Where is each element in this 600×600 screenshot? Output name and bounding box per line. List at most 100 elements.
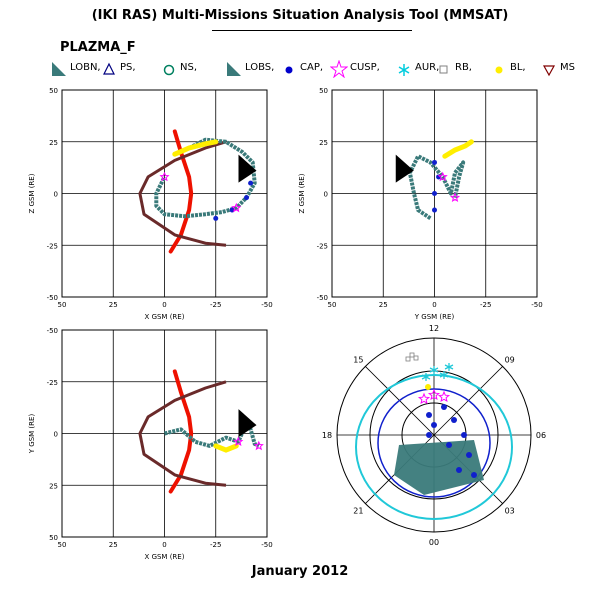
panel-mlt-polar: 12 15 18 21 00 03 06 09 bbox=[322, 324, 546, 547]
orbit-lobe-track bbox=[164, 421, 260, 448]
y-axis-label: Z GSM (RE) bbox=[298, 173, 306, 213]
bl-point bbox=[425, 384, 431, 390]
lobe-marker bbox=[238, 409, 257, 438]
aur-point bbox=[429, 366, 439, 374]
x-tick-label: -25 bbox=[210, 301, 221, 309]
orbit-boundary-layer-track bbox=[172, 139, 219, 157]
cap-point bbox=[471, 472, 477, 478]
cap-point bbox=[456, 467, 462, 473]
spacecraft-name: PLAZMA_F bbox=[60, 40, 136, 55]
legend-label: AUR, bbox=[415, 62, 440, 73]
x-tick-label: -50 bbox=[261, 541, 272, 549]
x-tick-label: 50 bbox=[58, 301, 67, 309]
legend-marker-icon bbox=[103, 62, 115, 75]
date-footer: January 2012 bbox=[251, 564, 349, 579]
x-tick-label: -25 bbox=[480, 301, 491, 309]
y-tick-label: -50 bbox=[47, 327, 58, 335]
legend-marker-icon bbox=[285, 66, 293, 74]
cap-point bbox=[432, 191, 437, 196]
x-tick-label: 0 bbox=[162, 541, 166, 549]
legend-label: CUSP, bbox=[350, 62, 380, 73]
panel-yz: 50 25 0 -25 -50 -50 -25 0 25 50 Y GSM (RE) Z GSM (R… bbox=[298, 87, 543, 321]
cusp-point bbox=[231, 202, 242, 213]
aur-point bbox=[444, 363, 454, 371]
cap-point bbox=[432, 207, 437, 213]
x-axis-label: X GSM (RE) bbox=[145, 313, 185, 321]
cap-point bbox=[426, 412, 432, 418]
cap-point bbox=[244, 195, 249, 201]
mlt-label: 12 bbox=[429, 324, 439, 333]
cap-point bbox=[451, 417, 457, 423]
x-tick-label: 25 bbox=[109, 301, 118, 309]
y-tick-label: 0 bbox=[54, 431, 58, 439]
panel-xz: 50 25 0 -25 -50 -50 -25 0 25 50 X GSM (RE) Z GSM (R… bbox=[28, 87, 273, 321]
lobe-marker bbox=[238, 154, 257, 183]
cusp-point bbox=[233, 436, 244, 447]
cap-point bbox=[426, 432, 432, 438]
page-title: (IKI RAS) Multi-Missions Situation Analy… bbox=[91, 8, 509, 23]
y-axis-label: Z GSM (RE) bbox=[28, 173, 36, 213]
mlt-label: 18 bbox=[322, 431, 332, 440]
legend-marker-icon bbox=[542, 65, 556, 77]
panel-xy: 50 25 0 -25 -50 -50 -25 0 25 50 X GSM (RE) Y GSM (R… bbox=[28, 327, 273, 561]
orbit-lobe-track bbox=[407, 154, 466, 220]
rb-point bbox=[405, 356, 411, 362]
legend-label: LOBS, bbox=[245, 62, 275, 73]
rb-point bbox=[413, 355, 419, 361]
legend-label: MS bbox=[560, 62, 575, 73]
x-tick-label: -50 bbox=[261, 301, 272, 309]
cusp-point bbox=[449, 192, 461, 202]
legend-label: NS, bbox=[180, 62, 198, 73]
aur-point bbox=[439, 371, 449, 379]
y-tick-label: 50 bbox=[49, 534, 58, 542]
y-tick-label: 50 bbox=[49, 87, 58, 95]
bow-shock-curve bbox=[168, 369, 194, 494]
legend-marker-icon bbox=[52, 62, 66, 76]
x-tick-label: 50 bbox=[328, 301, 337, 309]
cap-point bbox=[213, 215, 219, 221]
title-underline bbox=[212, 30, 412, 31]
y-tick-label: -50 bbox=[317, 294, 328, 302]
legend-marker-icon bbox=[227, 62, 241, 76]
cusp-point bbox=[417, 392, 431, 405]
y-tick-label: 50 bbox=[319, 87, 328, 95]
y-tick-label: -50 bbox=[47, 294, 58, 302]
mlt-label: 03 bbox=[505, 507, 515, 516]
auroral-oval bbox=[355, 374, 513, 520]
y-axis-label: Y GSM (RE) bbox=[28, 414, 36, 455]
y-tick-label: -25 bbox=[47, 242, 58, 250]
cap-point bbox=[446, 442, 452, 448]
aur-point bbox=[421, 373, 431, 381]
legend-marker-icon bbox=[163, 64, 175, 76]
lobe-region bbox=[394, 440, 484, 495]
y-tick-label: 25 bbox=[49, 139, 58, 147]
magnetopause-curve bbox=[138, 380, 227, 487]
legend-label: BL, bbox=[510, 62, 526, 73]
mlt-label: 21 bbox=[353, 507, 363, 516]
legend-marker-icon bbox=[439, 65, 448, 74]
x-tick-label: 0 bbox=[432, 301, 436, 309]
x-tick-label: -25 bbox=[210, 541, 221, 549]
y-tick-label: 25 bbox=[319, 139, 328, 147]
legend-label: CAP, bbox=[300, 62, 324, 73]
lobe-marker bbox=[395, 154, 414, 183]
x-tick-label: 0 bbox=[162, 301, 166, 309]
y-tick-label: -25 bbox=[317, 242, 328, 250]
cap-point bbox=[461, 432, 467, 438]
cap-point bbox=[432, 159, 437, 165]
y-tick-label: 25 bbox=[49, 482, 58, 490]
mlt-label: 15 bbox=[353, 355, 363, 364]
x-tick-label: 25 bbox=[379, 301, 388, 309]
magnetopause-curve bbox=[138, 140, 227, 247]
cap-point bbox=[466, 452, 472, 458]
mlt-label: 00 bbox=[429, 538, 439, 547]
cap-point bbox=[248, 180, 254, 186]
legend-label: RB, bbox=[455, 62, 472, 73]
cusp-point bbox=[437, 390, 451, 403]
orbit-lobe-track bbox=[154, 137, 257, 219]
legend: LOBN, PS, NS, LOBS, CAP, CUSP, AUR, RB, BL, MS bbox=[50, 60, 595, 80]
x-tick-label: 50 bbox=[58, 541, 67, 549]
legend-label: LOBN, bbox=[70, 62, 101, 73]
cusp-point bbox=[437, 171, 448, 182]
